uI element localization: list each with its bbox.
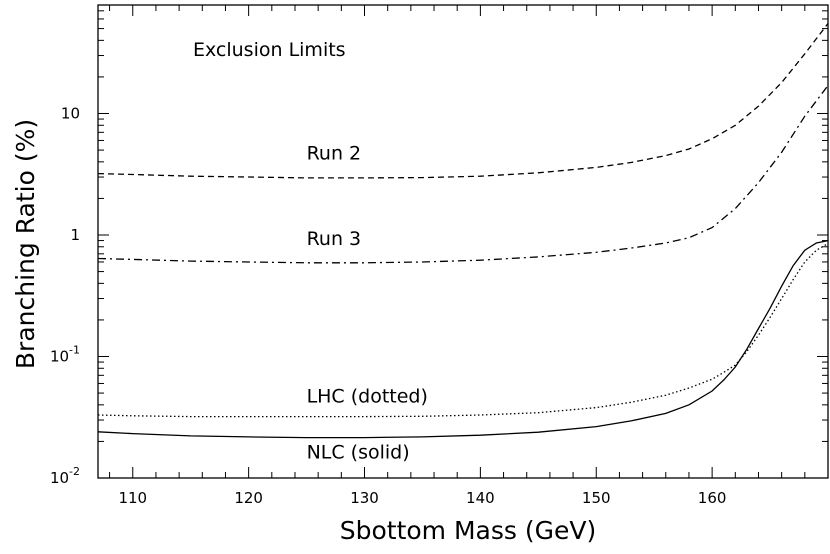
curve-annotation: LHC (dotted) (307, 385, 428, 407)
x-tick-label: 110 (118, 489, 147, 507)
x-axis-title: Sbottom Mass (GeV) (340, 516, 596, 545)
x-tick-label: 160 (698, 489, 727, 507)
curve-annotation: NLC (solid) (307, 441, 410, 463)
series-line-2 (97, 85, 829, 264)
curve-annotation: Run 3 (307, 228, 362, 250)
y-tick-base: 10 (50, 348, 69, 366)
curve-annotations: Run 2 Run 3 LHC (dotted) NLC (solid) (307, 142, 428, 463)
y-tick-label: 10-2 (50, 465, 80, 487)
x-tick-label: 120 (234, 489, 263, 507)
series-line-3 (97, 243, 829, 418)
y-tick-label: 1 (70, 226, 80, 244)
x-tick-label: 150 (582, 489, 611, 507)
y-axis-title: Branching Ratio (%) (11, 119, 40, 369)
y-tick-base: 10 (50, 469, 69, 487)
chart-title: Exclusion Limits (193, 39, 346, 61)
plot-frame (97, 4, 829, 479)
x-tick-label: 130 (350, 489, 379, 507)
curves (97, 23, 829, 439)
y-tick-label: 10 (61, 105, 80, 123)
y-tick-base: 1 (70, 226, 80, 244)
series-line-1 (97, 23, 829, 179)
series-line-4 (97, 239, 829, 439)
x-axis-ticks: 110 120 130 140 150 160 (109, 5, 829, 507)
y-tick-label: 10-1 (50, 344, 80, 366)
y-tick-exponent: -1 (69, 344, 80, 357)
y-tick-exponent: -2 (69, 465, 80, 478)
y-tick-base: 10 (61, 105, 80, 123)
x-tick-label: 140 (466, 489, 495, 507)
curve-annotation: Run 2 (307, 142, 362, 164)
